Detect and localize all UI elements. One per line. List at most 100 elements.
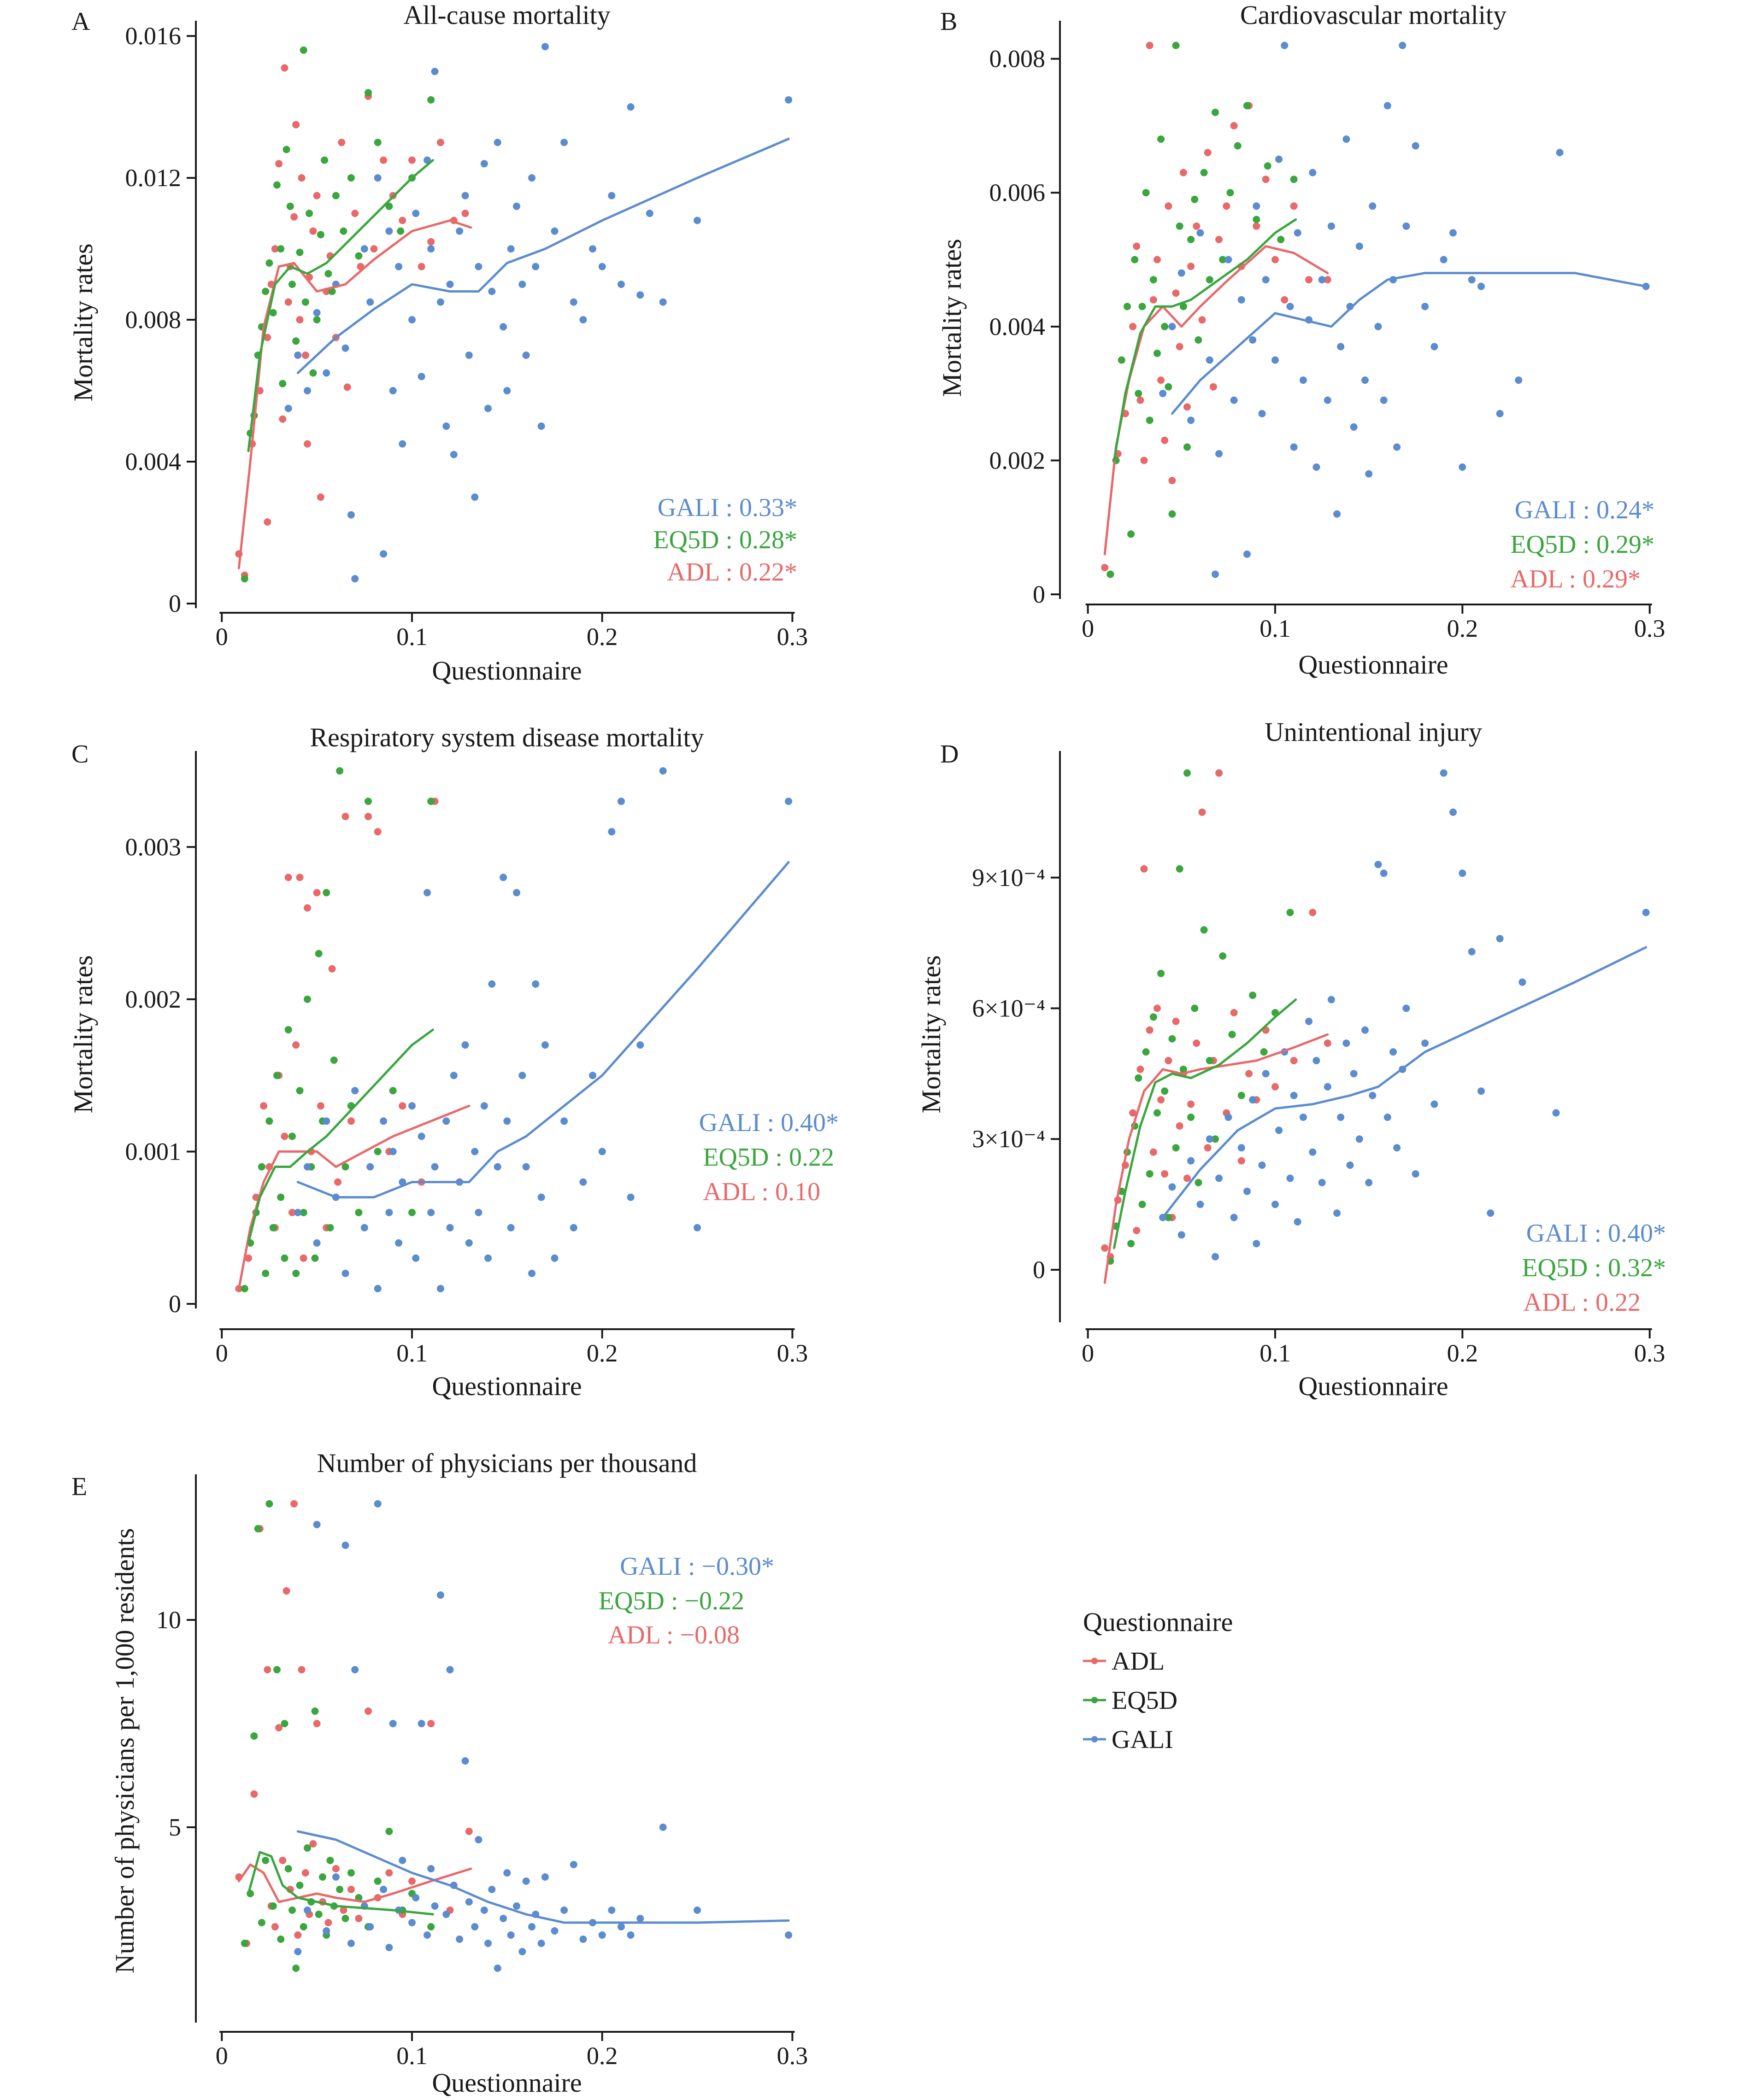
data-point-eq5d: [1243, 102, 1251, 110]
data-point-gali: [431, 1163, 439, 1171]
data-point-gali: [475, 263, 483, 270]
data-point-eq5d: [1127, 1240, 1135, 1248]
data-point-gali: [537, 1940, 545, 1947]
data-point-gali: [480, 160, 488, 168]
data-point-adl: [245, 1254, 252, 1262]
data-point-eq5d: [265, 1500, 273, 1508]
data-point-adl: [313, 192, 321, 199]
data-point-eq5d: [1146, 416, 1153, 424]
data-point-gali: [1230, 1214, 1238, 1221]
data-point-gali: [1294, 229, 1301, 237]
data-point-gali: [450, 1072, 458, 1079]
data-point-gali: [347, 1940, 355, 1947]
data-point-gali: [500, 323, 507, 331]
data-point-gali: [1355, 1135, 1363, 1143]
chart-title: Respiratory system disease mortality: [310, 722, 704, 752]
data-point-adl: [1215, 769, 1223, 777]
data-point-eq5d: [1176, 222, 1183, 230]
data-point-adl: [408, 1877, 416, 1885]
data-point-adl: [343, 383, 351, 391]
data-point-gali: [408, 1919, 416, 1926]
data-point-gali: [1196, 229, 1204, 237]
data-point-eq5d: [328, 287, 336, 295]
data-point-gali: [385, 1944, 393, 1951]
data-point-eq5d: [332, 192, 340, 199]
data-point-gali: [694, 1224, 701, 1232]
correlation-label-gali: GALI : 0.40*: [1526, 1219, 1666, 1248]
data-point-gali: [399, 1857, 406, 1864]
data-point-adl: [399, 1102, 406, 1110]
data-point-gali: [1449, 808, 1457, 816]
data-point-eq5d: [286, 202, 294, 210]
data-point-gali: [551, 1927, 559, 1935]
data-point-eq5d: [1260, 1048, 1268, 1056]
data-point-eq5d: [389, 1087, 397, 1095]
trend-line-gali: [296, 861, 790, 1199]
data-point-gali: [450, 451, 458, 458]
correlation-label-gali: GALI : 0.33*: [658, 493, 797, 522]
data-point-gali: [341, 1542, 349, 1549]
data-point-adl: [282, 1587, 290, 1595]
data-point-gali: [528, 1923, 536, 1930]
data-point-eq5d: [355, 1208, 363, 1216]
data-point-gali: [1556, 149, 1564, 157]
data-point-gali: [294, 1208, 302, 1216]
data-point-gali: [1337, 1114, 1345, 1121]
data-point-gali: [304, 1163, 311, 1171]
data-point-gali: [374, 1500, 382, 1508]
data-point-gali: [785, 798, 793, 805]
data-point-gali: [488, 1886, 496, 1893]
data-point-adl: [340, 1906, 347, 1914]
y-tick-label: 0.008: [125, 306, 182, 334]
data-point-eq5d: [296, 1087, 304, 1095]
data-point-adl: [1281, 296, 1289, 304]
data-point-eq5d: [1195, 1179, 1202, 1186]
data-point-eq5d: [315, 950, 323, 957]
x-tick-label: 0: [216, 2042, 228, 2070]
correlation-label-eq5d: EQ5D : 0.28*: [653, 526, 797, 554]
data-point-eq5d: [1172, 41, 1180, 49]
data-point-adl: [292, 1041, 300, 1049]
data-point-adl: [1165, 202, 1172, 210]
data-point-gali: [1215, 1174, 1223, 1182]
correlation-label-eq5d: EQ5D : 0.32*: [1522, 1254, 1666, 1282]
data-point-gali: [1159, 390, 1167, 398]
data-point-gali: [1402, 1004, 1410, 1012]
data-point-gali: [385, 227, 393, 235]
data-point-gali: [313, 309, 321, 317]
data-point-adl: [1309, 909, 1317, 916]
data-point-eq5d: [1277, 235, 1285, 243]
data-point-eq5d: [254, 1525, 262, 1532]
data-point-adl: [374, 828, 382, 836]
panel-letter: C: [71, 740, 88, 768]
data-point-adl: [1187, 1100, 1195, 1108]
data-point-eq5d: [374, 139, 382, 147]
data-point-gali: [323, 369, 330, 377]
data-point-gali: [1290, 1091, 1298, 1099]
data-point-gali: [1318, 1179, 1326, 1186]
data-point-gali: [522, 352, 530, 359]
data-point-gali: [484, 405, 492, 412]
data-point-gali: [1324, 1083, 1331, 1091]
data-point-eq5d: [306, 210, 313, 217]
data-point-eq5d: [1149, 1013, 1157, 1021]
data-point-gali: [500, 1915, 507, 1922]
data-point-eq5d: [330, 1056, 338, 1064]
data-point-gali: [1253, 202, 1260, 210]
data-point-gali: [1212, 570, 1219, 578]
data-point-eq5d: [319, 1873, 326, 1881]
data-point-gali: [1496, 410, 1504, 417]
data-point-gali: [1440, 256, 1448, 264]
data-point-adl: [290, 213, 298, 221]
data-point-adl: [347, 1117, 355, 1125]
data-point-adl: [296, 316, 304, 323]
data-point-adl: [309, 227, 317, 235]
data-point-adl: [427, 238, 435, 246]
data-point-eq5d: [347, 174, 355, 182]
data-point-gali: [598, 263, 606, 270]
data-point-eq5d: [292, 1965, 300, 1972]
correlation-label-adl: ADL : −0.08: [608, 1621, 740, 1649]
data-point-gali: [341, 1269, 349, 1277]
data-point-adl: [365, 813, 372, 821]
data-point-eq5d: [365, 89, 372, 97]
